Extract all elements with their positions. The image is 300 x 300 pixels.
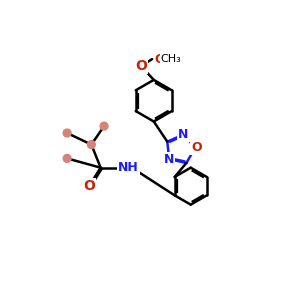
- Text: O: O: [135, 59, 147, 73]
- Text: N: N: [178, 128, 189, 141]
- Circle shape: [88, 141, 95, 148]
- Text: O: O: [154, 52, 165, 66]
- Text: NH: NH: [118, 161, 139, 174]
- Circle shape: [63, 129, 71, 137]
- Text: N: N: [164, 153, 174, 166]
- Text: O: O: [191, 141, 202, 154]
- Text: O: O: [83, 179, 95, 193]
- Circle shape: [100, 122, 108, 130]
- Text: CH₃: CH₃: [160, 54, 181, 64]
- Circle shape: [63, 154, 71, 162]
